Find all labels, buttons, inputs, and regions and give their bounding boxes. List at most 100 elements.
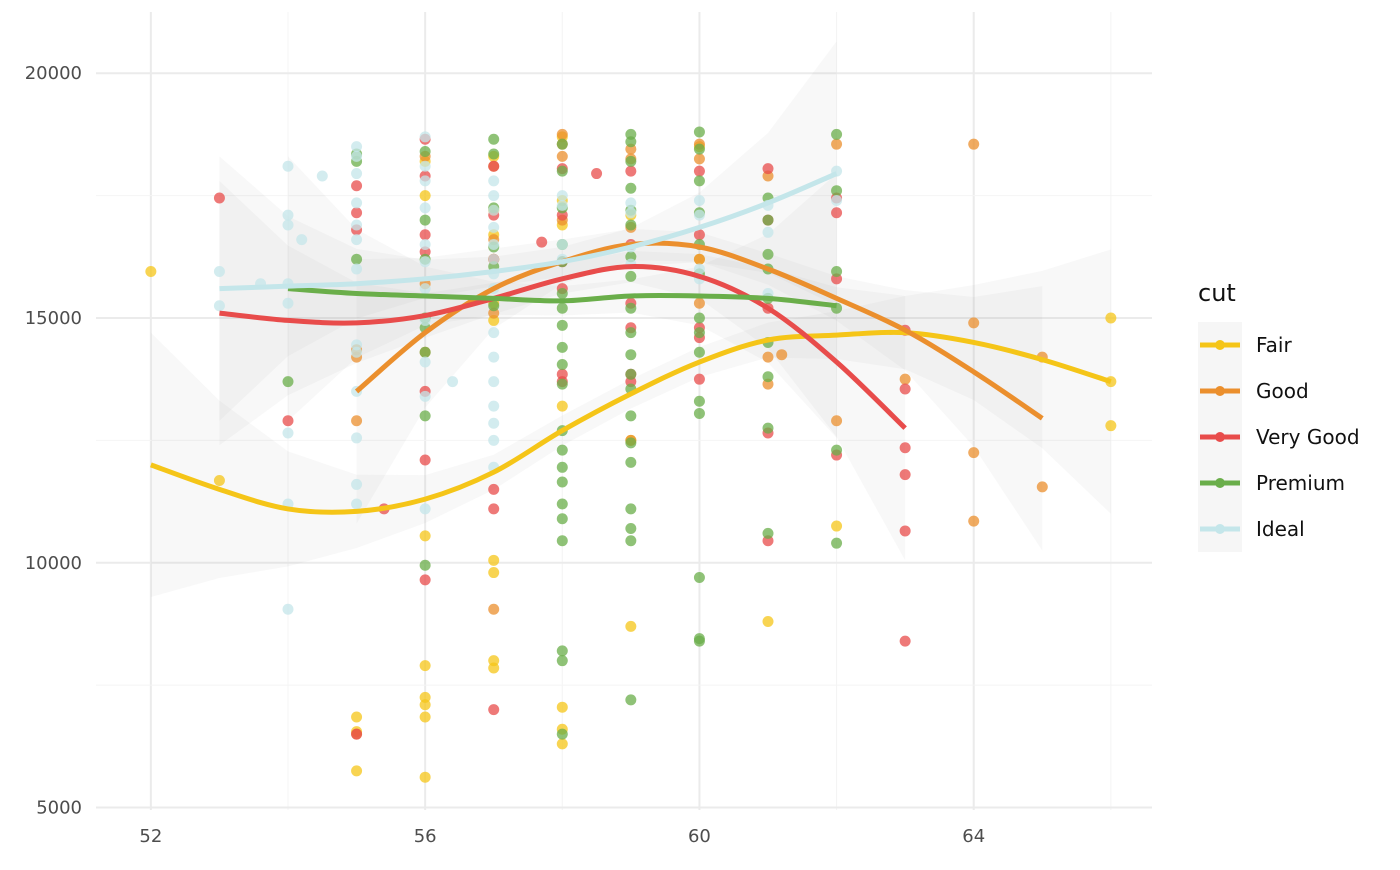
data-point [762, 527, 774, 539]
data-point [625, 155, 637, 167]
data-point [419, 454, 431, 466]
data-point [419, 771, 431, 783]
data-point [693, 327, 705, 339]
data-point [693, 143, 705, 155]
data-point [282, 415, 294, 427]
data-point [625, 437, 637, 449]
data-point [488, 662, 500, 674]
data-point [831, 194, 843, 206]
data-point [556, 535, 568, 547]
axis-labels: 52 56 60 64 5000 10000 15000 20000 [25, 63, 985, 847]
data-point [488, 503, 500, 515]
data-point [625, 620, 637, 632]
data-point [419, 202, 431, 214]
data-point [693, 346, 705, 358]
data-point [625, 207, 637, 219]
data-point [556, 461, 568, 473]
data-point [693, 571, 705, 583]
data-point [351, 180, 363, 192]
data-point [693, 194, 705, 206]
smooth-line [219, 264, 907, 430]
data-point [762, 371, 774, 383]
data-point [419, 699, 431, 711]
data-point [488, 221, 500, 233]
data-point [762, 351, 774, 363]
data-point [899, 635, 911, 647]
data-point [693, 175, 705, 187]
data-point [488, 351, 500, 363]
data-point [556, 358, 568, 370]
data-point [419, 559, 431, 571]
legend-label: Very Good [1256, 425, 1360, 449]
data-point [488, 300, 500, 312]
data-point [351, 150, 363, 162]
data-point [488, 239, 500, 251]
data-point [899, 525, 911, 537]
data-point [899, 383, 911, 395]
data-point [625, 182, 637, 194]
data-point [968, 317, 980, 329]
legend-key-point [1215, 432, 1225, 442]
data-point [282, 427, 294, 439]
data-point [625, 368, 637, 380]
data-point [831, 537, 843, 549]
data-point [419, 530, 431, 542]
data-point [213, 300, 225, 312]
data-point [213, 265, 225, 277]
data-point [693, 312, 705, 324]
data-point [419, 503, 431, 515]
data-point [351, 346, 363, 358]
x-tick-label: 52 [139, 826, 162, 847]
legend-key-point [1215, 524, 1225, 534]
data-point [968, 515, 980, 527]
data-point [625, 165, 637, 177]
data-point [762, 616, 774, 628]
data-point [419, 160, 431, 172]
confidence-band [219, 180, 906, 561]
data-point [282, 219, 294, 231]
data-point [556, 150, 568, 162]
data-point [419, 283, 431, 295]
data-point [625, 522, 637, 534]
data-point [351, 478, 363, 490]
legend-key-point [1215, 386, 1225, 396]
y-tick-label: 20000 [25, 63, 82, 84]
data-point [419, 239, 431, 251]
data-point [488, 603, 500, 615]
data-point [351, 263, 363, 275]
data-point [556, 165, 568, 177]
data-point [419, 711, 431, 723]
y-tick-label: 10000 [25, 553, 82, 574]
data-point [625, 219, 637, 231]
data-point [419, 410, 431, 422]
data-point [536, 236, 548, 248]
data-point [282, 297, 294, 309]
data-point [488, 148, 500, 160]
data-point [693, 635, 705, 647]
data-point [556, 400, 568, 412]
data-point [693, 126, 705, 138]
data-point [556, 728, 568, 740]
data-point [488, 417, 500, 429]
data-point [351, 219, 363, 231]
data-point [419, 346, 431, 358]
data-point [625, 197, 637, 209]
data-point [556, 239, 568, 251]
y-tick-label: 15000 [25, 308, 82, 329]
data-point [556, 319, 568, 331]
data-point [488, 483, 500, 495]
data-point [625, 456, 637, 468]
data-point [899, 442, 911, 454]
data-point [556, 190, 568, 202]
data-point [968, 138, 980, 150]
data-point [488, 327, 500, 339]
legend-key-point [1215, 340, 1225, 350]
data-point [488, 376, 500, 388]
confidence-band [356, 228, 1043, 551]
data-point [556, 498, 568, 510]
data-point [488, 253, 500, 265]
data-point [556, 378, 568, 390]
data-point [213, 192, 225, 204]
data-point [213, 475, 225, 487]
